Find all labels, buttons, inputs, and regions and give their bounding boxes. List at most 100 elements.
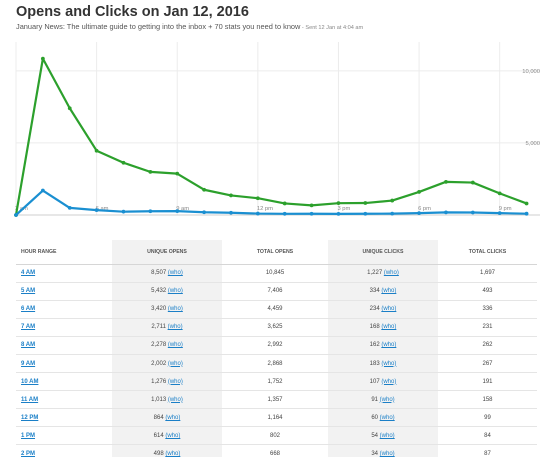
who-opened-link[interactable]: (who) (167, 378, 183, 385)
opens-data-point (202, 187, 207, 192)
total-opens-cell: 7,406 (222, 282, 328, 301)
unique-opens-cell: 498 (who) (112, 444, 222, 457)
hour-range-link[interactable]: 6 AM (21, 306, 36, 313)
total-opens-cell: 1,357 (222, 390, 328, 410)
total-clicks-cell: 1,697 (438, 264, 537, 283)
who-opened-link[interactable]: (who) (167, 288, 183, 295)
page-subtitle: January News: The ultimate guide to gett… (16, 22, 363, 31)
col-header-total-clicks[interactable]: TOTAL CLICKS (438, 240, 537, 265)
opens-data-point (40, 56, 45, 61)
hour-range-link[interactable]: 7 AM (21, 324, 36, 331)
hour-cell: 4 AM (16, 264, 112, 283)
hour-range-link[interactable]: 10 AM (21, 378, 39, 385)
unique-opens-value: 498 (153, 450, 164, 457)
total-clicks-cell: 231 (438, 318, 537, 337)
who-opened-link[interactable]: (who) (167, 270, 183, 277)
col-header-unique-opens[interactable]: UNIQUE OPENS (112, 240, 222, 265)
hour-range-link[interactable]: 5 AM (21, 288, 36, 295)
who-clicked-link[interactable]: (who) (379, 414, 395, 421)
unique-clicks-value: 234 (369, 306, 380, 313)
who-opened-link[interactable]: (who) (165, 450, 181, 457)
unique-opens-cell: 3,420 (who) (112, 300, 222, 319)
y-tick-label: 10,000 (522, 69, 540, 75)
opens-data-point (417, 190, 421, 194)
who-clicked-link[interactable]: (who) (381, 306, 397, 313)
col-header-total-opens[interactable]: TOTAL OPENS (222, 240, 328, 265)
table-body: 4 AM 8,507 (who) 10,845 1,227 (who) 1,697 5 A… (16, 264, 537, 457)
total-clicks-cell: 336 (438, 300, 537, 319)
hour-cell: 9 AM (16, 354, 112, 374)
who-clicked-link[interactable]: (who) (381, 342, 397, 349)
who-opened-link[interactable]: (who) (167, 360, 183, 367)
who-clicked-link[interactable]: (who) (381, 360, 397, 367)
unique-clicks-cell: 334 (who) (328, 282, 438, 301)
table-row: 12 PM 864 (who) 1,164 60 (who) 99 (16, 408, 537, 428)
hour-range-link[interactable]: 4 AM (21, 270, 36, 277)
hour-range-link[interactable]: 12 PM (21, 414, 39, 421)
opens-data-point (229, 193, 233, 198)
opens-series-line (14, 57, 527, 216)
who-opened-link[interactable]: (who) (165, 432, 181, 439)
total-clicks-cell: 158 (438, 390, 537, 410)
x-tick-label: 6 am (96, 206, 109, 212)
opens-data-point (67, 106, 72, 111)
total-clicks-cell: 493 (438, 282, 537, 301)
clicks-data-point (417, 211, 421, 216)
table-row: 5 AM 5,432 (who) 7,406 334 (who) 493 (16, 282, 537, 301)
campaign-name: January News: The ultimate guide to gett… (16, 22, 301, 31)
total-opens-cell: 3,625 (222, 318, 328, 337)
who-opened-link[interactable]: (who) (167, 342, 183, 349)
table-row: 2 PM 498 (who) 668 34 (who) 87 (16, 444, 537, 457)
unique-clicks-cell: 34 (who) (328, 444, 438, 457)
hour-cell: 8 AM (16, 336, 112, 355)
hour-range-link[interactable]: 11 AM (21, 396, 39, 403)
who-opened-link[interactable]: (who) (167, 324, 183, 331)
col-header-hour-range[interactable]: HOUR RANGE (16, 240, 112, 265)
clicks-data-point (175, 209, 180, 214)
who-clicked-link[interactable]: (who) (379, 432, 395, 439)
unique-clicks-cell: 183 (who) (328, 354, 438, 374)
who-clicked-link[interactable]: (who) (379, 396, 395, 403)
col-header-unique-clicks[interactable]: UNIQUE CLICKS (328, 240, 438, 265)
who-clicked-link[interactable]: (who) (381, 324, 397, 331)
clicks-data-point (470, 210, 475, 215)
unique-opens-cell: 1,276 (who) (112, 372, 222, 392)
who-clicked-link[interactable]: (who) (381, 288, 397, 295)
unique-opens-value: 5,432 (151, 288, 167, 295)
clicks-data-point (497, 211, 502, 216)
clicks-data-point (255, 211, 260, 216)
total-opens-cell: 1,752 (222, 372, 328, 392)
unique-opens-value: 2,711 (151, 324, 166, 331)
who-opened-link[interactable]: (who) (165, 414, 181, 421)
x-tick-label: 9 pm (499, 206, 512, 212)
who-clicked-link[interactable]: (who) (381, 378, 397, 385)
who-clicked-link[interactable]: (who) (383, 270, 399, 277)
hour-range-link[interactable]: 9 AM (21, 360, 36, 367)
who-opened-link[interactable]: (who) (167, 306, 183, 313)
total-clicks-cell: 267 (438, 354, 537, 374)
hour-range-link[interactable]: 2 PM (21, 450, 36, 457)
unique-opens-cell: 2,278 (who) (112, 336, 222, 355)
clicks-data-point (121, 209, 126, 214)
who-opened-link[interactable]: (who) (167, 396, 183, 403)
who-clicked-link[interactable]: (who) (379, 450, 395, 457)
total-clicks-cell: 87 (438, 444, 537, 457)
opens-data-point (121, 160, 126, 165)
unique-clicks-cell: 107 (who) (328, 372, 438, 392)
opens-data-point (444, 179, 448, 184)
hour-range-link[interactable]: 1 PM (21, 432, 36, 439)
clicks-data-point (444, 210, 448, 215)
total-opens-cell: 1,164 (222, 408, 328, 428)
hourly-stats-table: HOUR RANGE UNIQUE OPENS TOTAL OPENS UNIQ… (16, 240, 537, 457)
table-row: 4 AM 8,507 (who) 10,845 1,227 (who) 1,697 (16, 264, 537, 283)
unique-opens-cell: 2,711 (who) (112, 318, 222, 337)
hour-cell: 12 PM (16, 408, 112, 428)
unique-clicks-value: 54 (371, 432, 378, 439)
hour-range-link[interactable]: 8 AM (21, 342, 36, 349)
total-opens-cell: 2,992 (222, 336, 328, 355)
unique-opens-value: 2,002 (151, 360, 167, 367)
unique-clicks-value: 60 (371, 414, 378, 421)
hour-cell: 10 AM (16, 372, 112, 392)
unique-opens-cell: 8,507 (who) (112, 264, 222, 283)
